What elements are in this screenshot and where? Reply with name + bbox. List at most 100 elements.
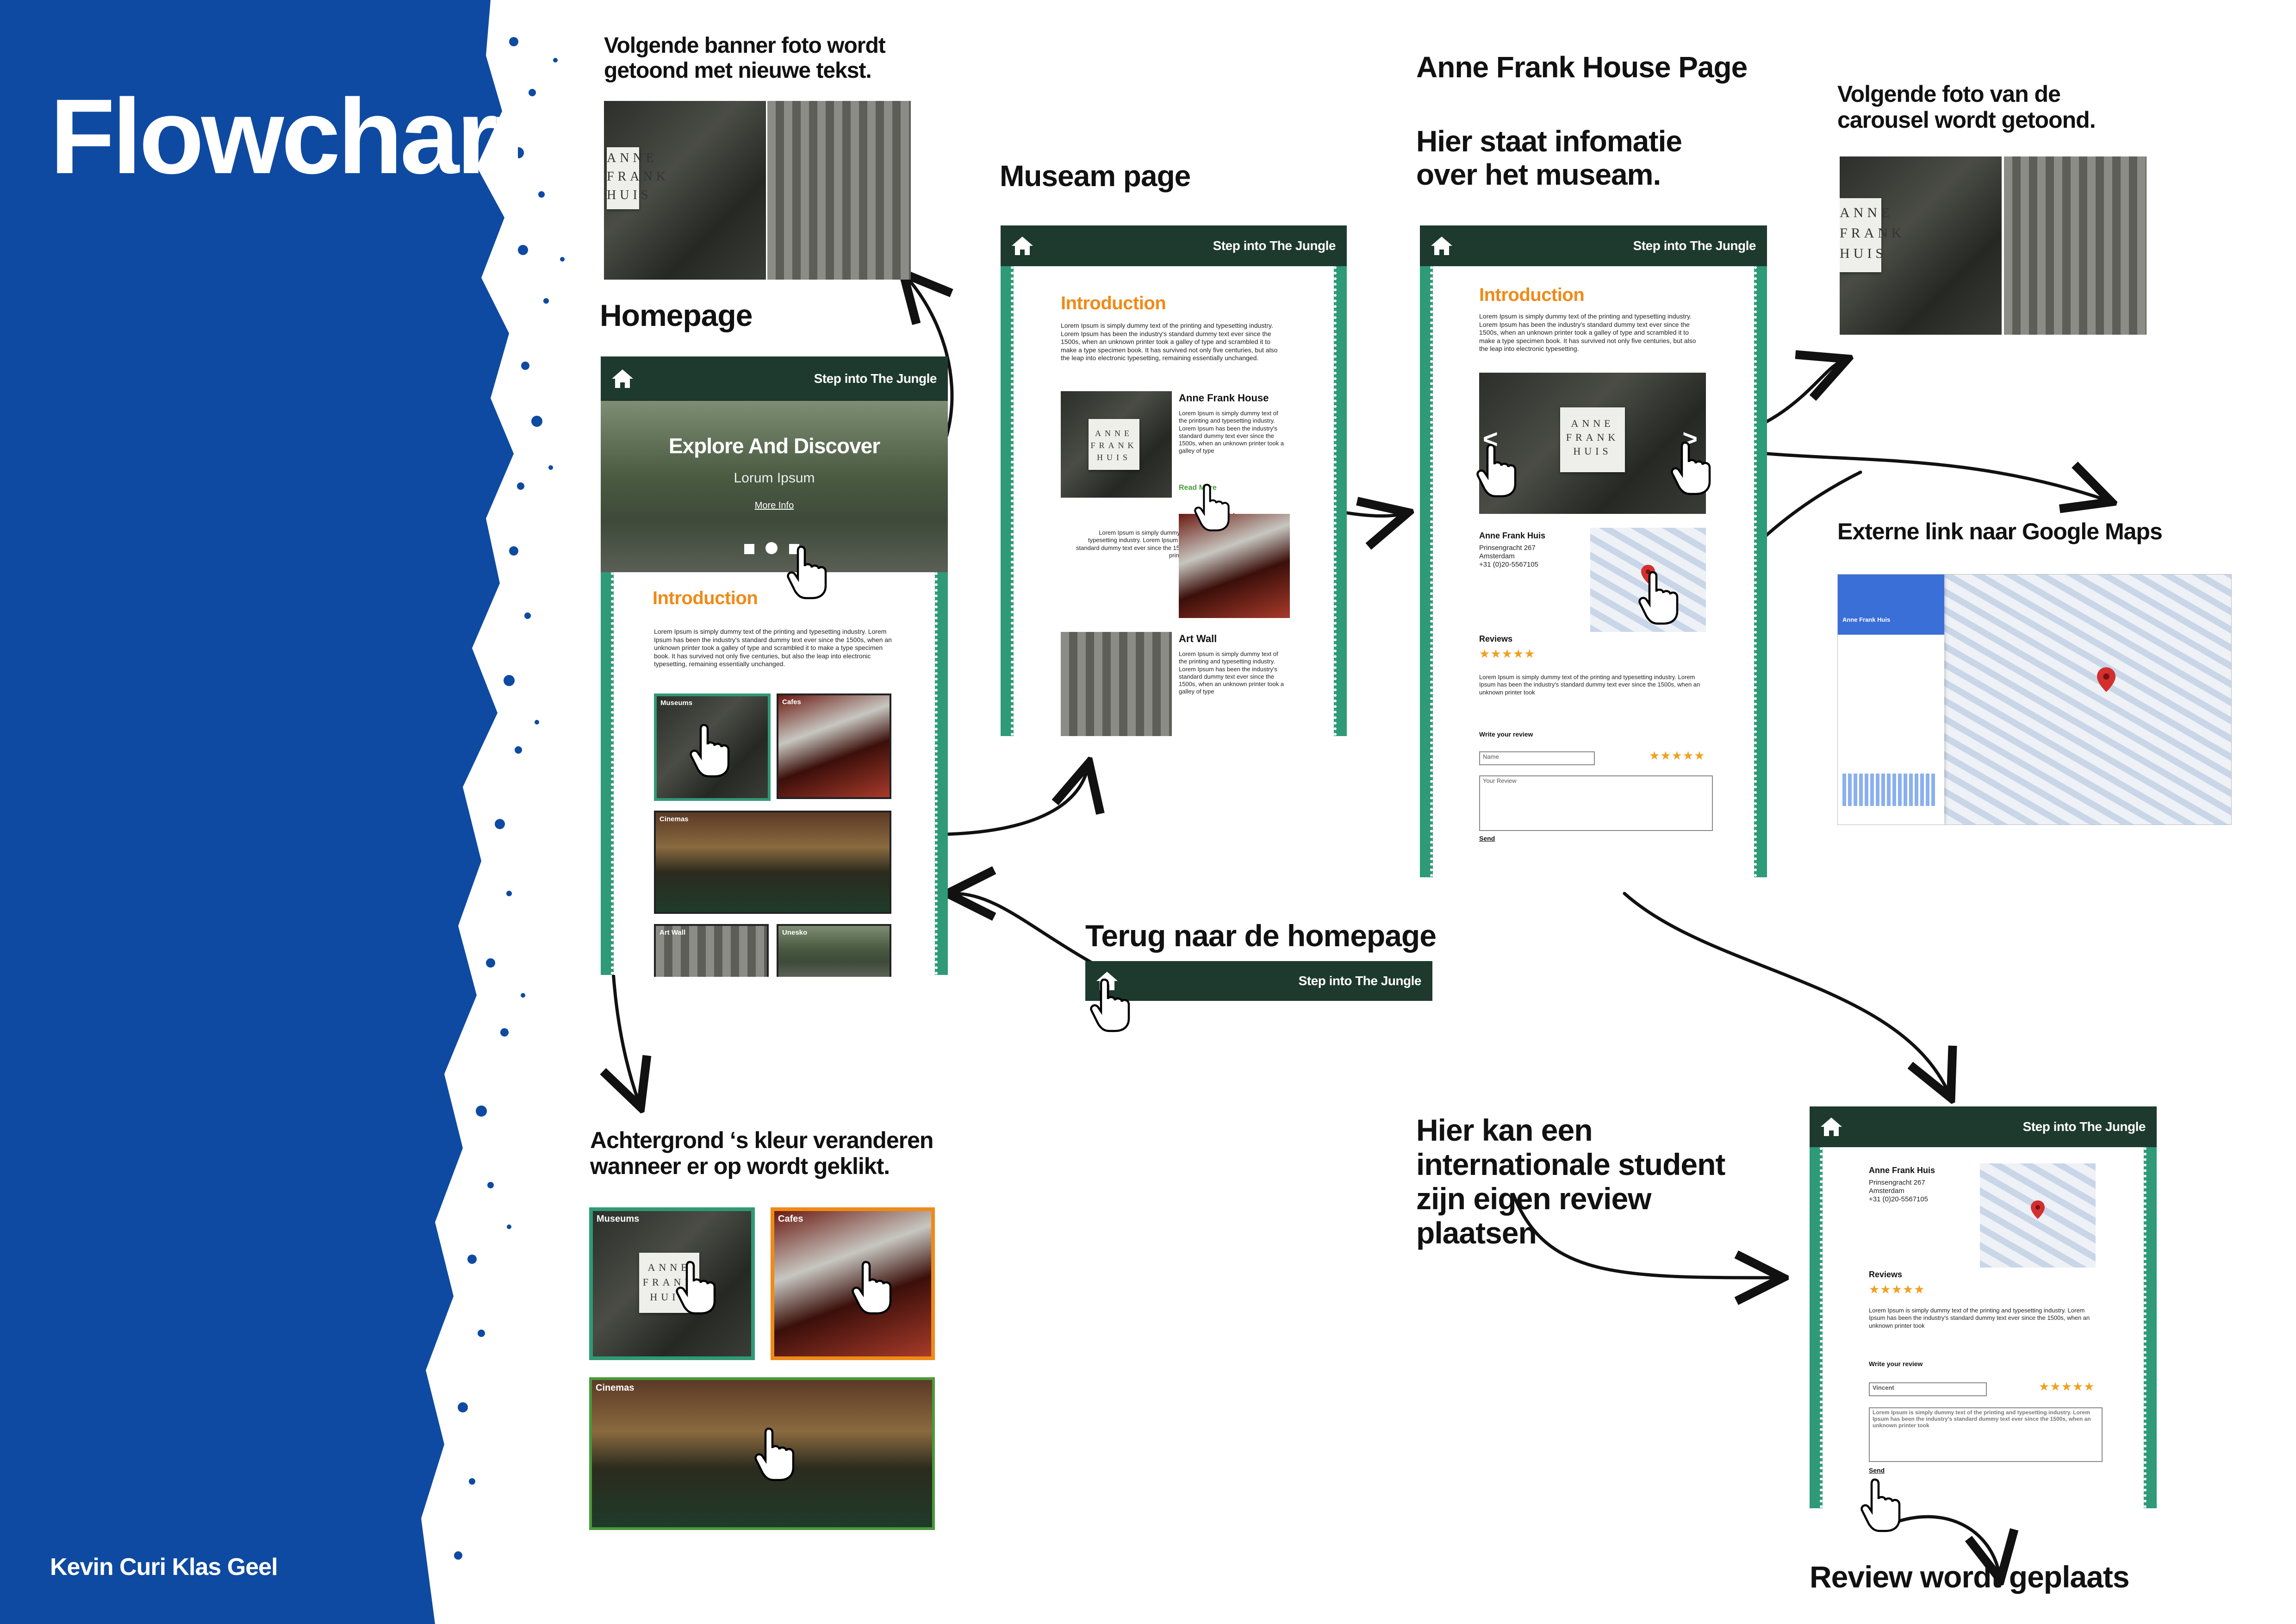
write-review-label: Write your review xyxy=(1479,731,1533,738)
museum-navbar: Step into The Jungle xyxy=(1001,225,1347,266)
hand-cursor-icon xyxy=(1860,1478,1901,1532)
arrow-review-placed xyxy=(1891,1515,1999,1574)
review-name-input[interactable]: Vincent xyxy=(1869,1382,1987,1396)
arrow-review xyxy=(1623,892,1948,1093)
annotation-back-home: Terug naar de homepage xyxy=(1085,918,1437,953)
arrow-back-home xyxy=(953,893,1094,965)
review-textarea-filled[interactable]: Lorem Ipsum is simply dummy text of the … xyxy=(1869,1407,2103,1462)
homepage-navbar: Step into The Jungle xyxy=(601,356,948,401)
highlight-tile-cafes[interactable]: Cafes xyxy=(771,1207,935,1360)
review-rating-stars: ★★★★★ xyxy=(1479,647,1536,661)
hand-cursor-icon xyxy=(754,1427,795,1481)
tile-art-wall[interactable]: Art Wall xyxy=(654,924,769,977)
home-icon[interactable] xyxy=(1430,236,1453,256)
map-pin-icon xyxy=(2031,1200,2045,1219)
tile-cafes[interactable]: Cafes xyxy=(777,693,891,799)
rating-input-stars[interactable]: ★★★★★ xyxy=(1649,749,1705,762)
annotation-student-review: Hier kan een internationale student zijn… xyxy=(1416,1113,1725,1250)
annefrank-content: Introduction Lorem Ipsum is simply dummy… xyxy=(1420,266,1767,877)
hand-cursor-icon xyxy=(787,545,827,600)
hand-cursor-icon xyxy=(676,1261,716,1315)
brand-label[interactable]: Step into The Jungle xyxy=(1213,238,1336,253)
annotation-homepage: Homepage xyxy=(600,298,753,332)
annefrank-intro-text: Lorem Ipsum is simply dummy text of the … xyxy=(1479,312,1696,352)
annotation-carousel: Volgende foto van de carousel wordt geto… xyxy=(1837,81,2096,133)
review-text: Lorem Ipsum is simply dummy text of the … xyxy=(1479,674,1700,696)
museum-item-title: Anne Frank House xyxy=(1179,392,1269,404)
arrow-student-review xyxy=(1512,1193,1777,1278)
brand-label[interactable]: Step into The Jungle xyxy=(1633,238,1756,253)
museum-intro-title: Introduction xyxy=(1061,293,1166,313)
address-name: Anne Frank Huis xyxy=(1479,531,1546,540)
maps-place-name: Anne Frank Huis xyxy=(1842,616,1891,623)
maps-side-panel: Anne Frank Huis xyxy=(1838,575,1944,824)
homepage-hero: Explore And Discover Lorum Ipsum More In… xyxy=(601,401,948,572)
brand-label[interactable]: Step into The Jungle xyxy=(814,371,937,386)
review-write-label: Write your review xyxy=(1869,1360,1923,1368)
review-navbar: Step into The Jungle xyxy=(1810,1106,2157,1147)
address-street: Prinsengracht 267 xyxy=(1479,544,1536,552)
google-maps-screenshot[interactable]: Anne Frank Huis xyxy=(1837,574,2232,825)
museum-item-art-wall-photo[interactable] xyxy=(1061,632,1172,736)
carousel-photo-right xyxy=(2004,156,2147,335)
museum-item-title: Art Wall xyxy=(1179,633,1217,644)
annefrank-intro-title: Introduction xyxy=(1479,285,1585,305)
review-reviews-title: Reviews xyxy=(1869,1270,1903,1279)
address-phone: +31 (0)20-5567105 xyxy=(1479,561,1539,568)
review-existing-text: Lorem Ipsum is simply dummy text of the … xyxy=(1869,1307,2090,1329)
hand-cursor-icon xyxy=(1090,978,1130,1032)
annotation-review-placed: Review wordt geplaats xyxy=(1810,1560,2130,1594)
banner-photo-right xyxy=(767,101,911,280)
back-home-navbar: Step into The Jungle xyxy=(1085,961,1432,1001)
author-label: Kevin Curi Klas Geel xyxy=(50,1554,278,1580)
review-rating-stars: ★★★★★ xyxy=(1869,1282,1925,1296)
hand-cursor-icon xyxy=(1638,571,1679,625)
annefrank-navbar: Step into The Jungle xyxy=(1420,225,1767,266)
review-address-city: Amsterdam xyxy=(1869,1187,1904,1195)
homepage-intro-text: Lorem Ipsum is simply dummy text of the … xyxy=(654,628,892,668)
review-textarea[interactable]: Your Review xyxy=(1479,775,1713,831)
museum-item-cafe-photo[interactable] xyxy=(1179,514,1290,618)
hero-title: Explore And Discover xyxy=(668,434,880,458)
hand-cursor-icon xyxy=(1476,443,1517,498)
review-address-phone: +31 (0)20-5567105 xyxy=(1869,1195,1929,1203)
send-button[interactable]: Send xyxy=(1479,835,1495,842)
review-map-thumbnail[interactable] xyxy=(1980,1163,2096,1268)
annotation-background-change: Achtergrond ‘s kleur veranderen wanneer … xyxy=(590,1127,933,1179)
review-send-button[interactable]: Send xyxy=(1869,1467,1885,1474)
highlight-tile-museums[interactable]: Museums ANNE FRANK HUIS xyxy=(589,1207,755,1360)
home-icon[interactable] xyxy=(1820,1117,1843,1137)
tile-unesko[interactable]: Unesko xyxy=(777,924,891,977)
reviews-title: Reviews xyxy=(1479,634,1513,643)
homepage-intro-title: Introduction xyxy=(653,588,758,608)
brand-label[interactable]: Step into The Jungle xyxy=(2022,1119,2146,1134)
home-icon[interactable] xyxy=(1011,236,1034,256)
annotation-banner: Volgende banner foto wordt getoond met n… xyxy=(604,33,886,83)
review-rating-input-stars[interactable]: ★★★★★ xyxy=(2039,1380,2095,1393)
annotation-anne-frank-info: Hier staat infomatie over het museam. xyxy=(1416,125,1682,191)
address-city: Amsterdam xyxy=(1479,552,1515,560)
carousel-dots[interactable] xyxy=(744,542,799,556)
name-input[interactable]: Name xyxy=(1479,751,1595,765)
tile-cinemas[interactable]: Cinemas xyxy=(654,811,891,914)
anne-frank-sign: ANNE FRANK HUIS xyxy=(607,147,666,209)
brand-label[interactable]: Step into The Jungle xyxy=(1298,974,1422,988)
page-title: Flowchart xyxy=(50,77,530,196)
review-content: Anne Frank Huis Prinsengracht 267 Amster… xyxy=(1810,1147,2157,1508)
annefrank-carousel[interactable]: ANNE FRANK HUIS < > xyxy=(1479,373,1706,514)
annotation-external-link: Externe link naar Google Maps xyxy=(1837,518,2163,544)
hand-cursor-icon xyxy=(1194,483,1230,531)
sidebar-background xyxy=(0,0,565,1624)
review-address-name: Anne Frank Huis xyxy=(1869,1166,1935,1175)
maps-pin-icon xyxy=(2097,667,2116,692)
museum-content: Introduction Lorem Ipsum is simply dummy… xyxy=(1001,266,1347,736)
museum-intro-text: Lorem Ipsum is simply dummy text of the … xyxy=(1061,322,1278,362)
highlight-tile-cinemas[interactable]: Cinemas xyxy=(589,1377,935,1530)
hero-subtitle: Lorum Ipsum xyxy=(734,470,815,486)
museum-item-anne-frank-photo[interactable]: ANNE FRANK HUIS xyxy=(1061,391,1172,498)
carousel-photo-left: ANNE FRANK HUIS xyxy=(1840,156,2002,335)
home-icon[interactable] xyxy=(611,369,634,389)
museum-item-text: Lorem Ipsum is simply dummy text of the … xyxy=(1179,650,1284,695)
hand-cursor-icon xyxy=(1671,441,1711,495)
hero-link[interactable]: More Info xyxy=(754,500,794,511)
